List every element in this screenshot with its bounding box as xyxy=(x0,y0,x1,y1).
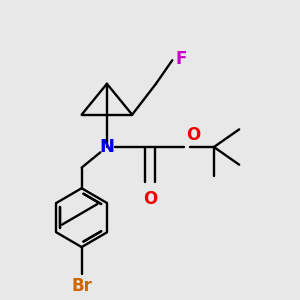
Text: Br: Br xyxy=(71,277,92,295)
Text: F: F xyxy=(175,50,187,68)
Text: O: O xyxy=(143,190,157,208)
Text: O: O xyxy=(186,125,200,143)
Text: N: N xyxy=(99,138,114,156)
